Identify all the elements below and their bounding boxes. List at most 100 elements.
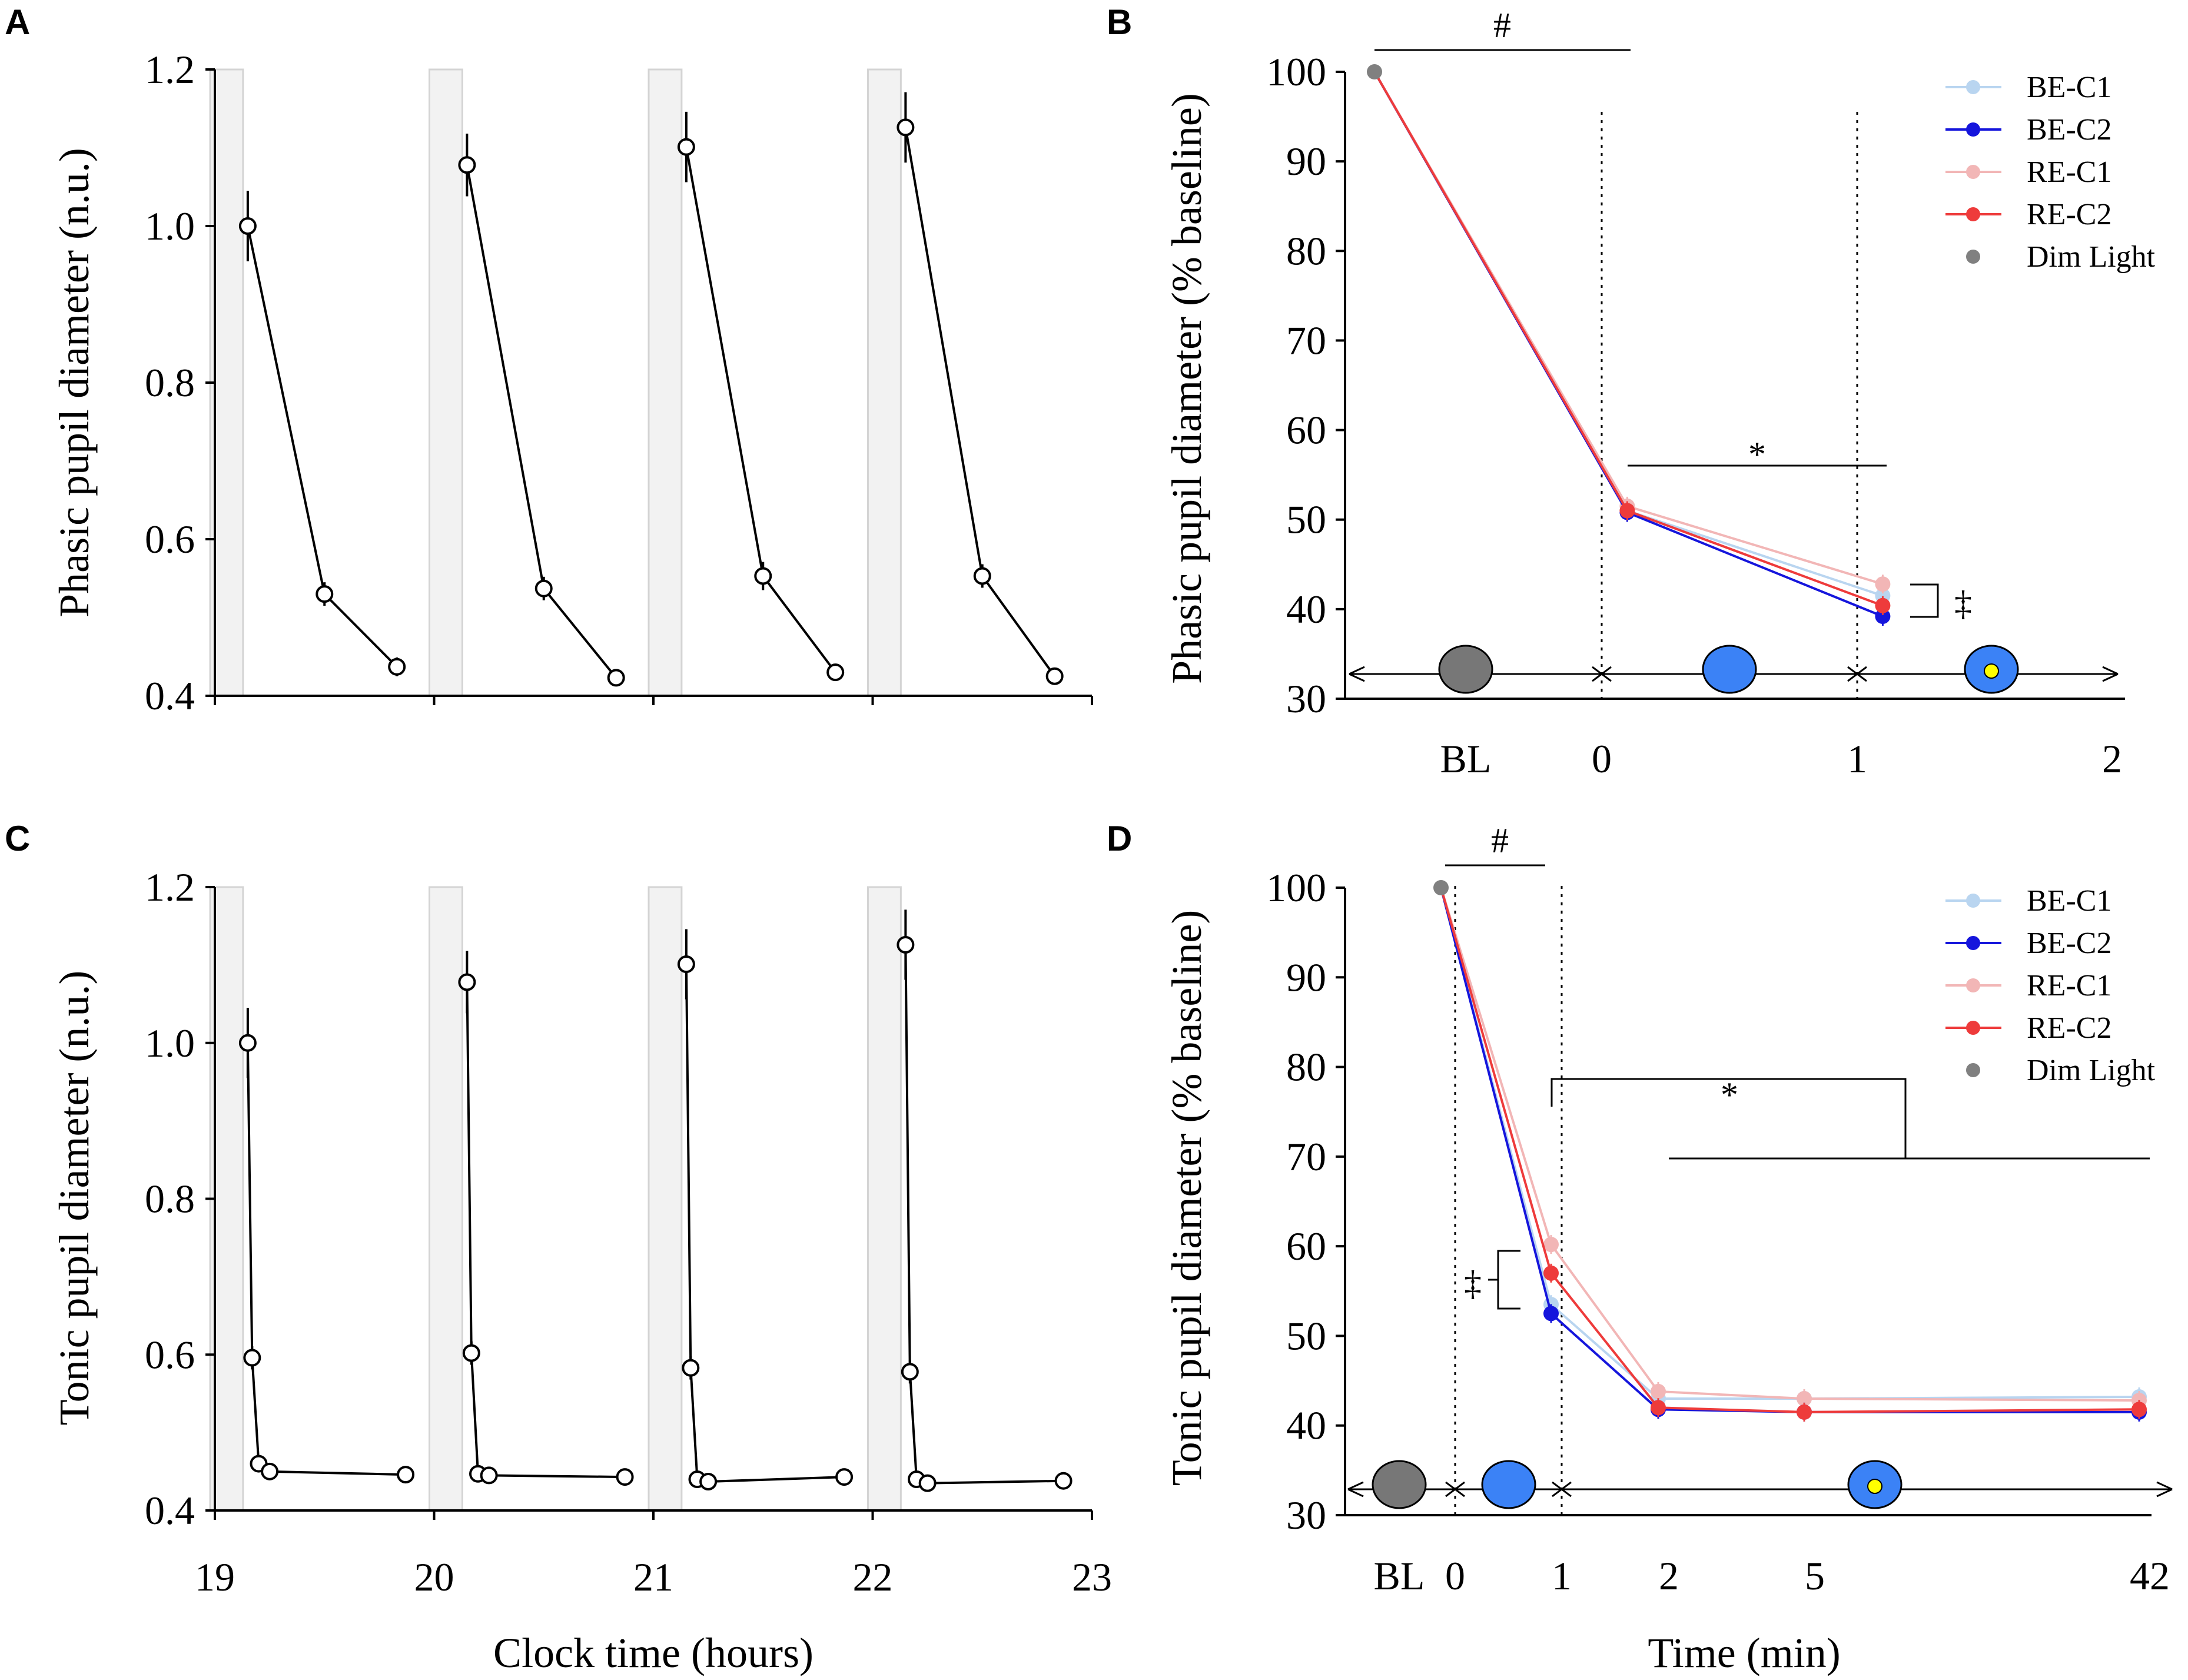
tick-label-bl: BL bbox=[1440, 736, 1492, 781]
light-window-3 bbox=[648, 886, 683, 1512]
sig-star: * bbox=[1721, 1075, 1738, 1114]
y-tick-label-4: 70 bbox=[1286, 1134, 1326, 1179]
data-point-re-c1 bbox=[1797, 1391, 1812, 1407]
data-point bbox=[243, 1349, 261, 1367]
series-line-be-c2 bbox=[1440, 887, 2139, 1413]
arrow-mark-1 bbox=[1552, 1481, 1572, 1498]
tick-label-42: 42 bbox=[2130, 1553, 2170, 1598]
panel-letter-c: C bbox=[5, 819, 30, 858]
data-point bbox=[458, 973, 476, 991]
y-tick-label-3: 1.0 bbox=[145, 1021, 195, 1065]
legend-marker-1 bbox=[1966, 936, 1980, 950]
series-line-re-c1 bbox=[1440, 887, 2140, 1402]
blue-light-icon bbox=[1481, 1460, 1536, 1509]
y-tick-label-0: 30 bbox=[1286, 1493, 1326, 1538]
legend-marker-3 bbox=[1966, 207, 1980, 221]
y-axis-label: Phasic pupil diameter (% baseline) bbox=[1163, 93, 1210, 684]
series bbox=[238, 92, 1064, 687]
y-tick-label-6: 90 bbox=[1286, 139, 1326, 184]
tick-label-2: 2 bbox=[2102, 736, 2122, 781]
arrow-head-right bbox=[2156, 1481, 2173, 1498]
legend-label-0: BE-C1 bbox=[2027, 884, 2111, 918]
y-tick-label-7: 100 bbox=[1266, 49, 1326, 94]
data-point-re-c2 bbox=[1543, 1265, 1559, 1281]
data-point bbox=[973, 567, 991, 585]
data-point bbox=[388, 658, 406, 676]
y-tick-label-2: 0.8 bbox=[145, 1177, 195, 1221]
stimulus-timeline bbox=[1349, 645, 2119, 694]
y-tick-label-3: 60 bbox=[1286, 408, 1326, 453]
data-point-dim-light bbox=[1433, 880, 1449, 895]
data-point-re-c1 bbox=[1543, 1237, 1559, 1253]
y-tick-label-1: 40 bbox=[1286, 587, 1326, 632]
data-point-re-c2 bbox=[2131, 1402, 2147, 1417]
series-line-be-c1 bbox=[1440, 887, 2140, 1400]
y-ticks: 30 40 50 60 70 80 90 100 bbox=[1266, 865, 1345, 1538]
data-point-be-c2 bbox=[1543, 1306, 1559, 1322]
x-tick-label-1: 20 bbox=[414, 1555, 454, 1599]
legend-marker-3 bbox=[1966, 1021, 1980, 1035]
light-window-2 bbox=[429, 886, 463, 1512]
y-axis-label: Phasic pupil diameter (n.u.) bbox=[51, 148, 98, 617]
legend-label-1: BE-C2 bbox=[2027, 113, 2111, 147]
data-point-be-c2 bbox=[1875, 609, 1891, 625]
legend-label-4: Dim Light bbox=[2027, 1054, 2156, 1087]
arrow-mark-0 bbox=[1592, 666, 1612, 682]
panel-c-tonic-chart: 0.4 0.6 0.8 1.0 1.2 19 20 21 22 23 Tonic pupil d… bbox=[51, 865, 1112, 1676]
sig-bar-star-upper bbox=[1550, 1078, 1907, 1158]
data-point-re-c1 bbox=[1651, 1383, 1666, 1399]
legend-marker-4 bbox=[1966, 1063, 1980, 1077]
y-tick-label-2: 50 bbox=[1286, 1313, 1326, 1358]
y-tick-label-2: 0.8 bbox=[145, 360, 195, 405]
light-window-4 bbox=[867, 886, 902, 1512]
tick-label-2: 2 bbox=[1659, 1553, 1679, 1598]
series bbox=[1367, 64, 1891, 626]
light-window-4 bbox=[867, 68, 902, 697]
arrow-mark-0 bbox=[1445, 1481, 1465, 1498]
x-tick-label-4: 23 bbox=[1072, 1555, 1112, 1599]
data-point bbox=[261, 1462, 279, 1480]
y-axis-label: Tonic pupil diameter (% baseline) bbox=[1163, 910, 1210, 1486]
data-point bbox=[677, 138, 695, 156]
y-tick-label-4: 1.2 bbox=[145, 47, 195, 92]
arrow-mark-1 bbox=[1847, 666, 1867, 682]
data-point bbox=[754, 567, 772, 585]
sig-star: * bbox=[1748, 435, 1766, 474]
fixation-dot-icon bbox=[1867, 1479, 1882, 1494]
fixation-dot-icon bbox=[1984, 663, 1999, 679]
tick-label-5: 5 bbox=[1805, 1553, 1825, 1598]
y-ticks: 30 40 50 60 70 80 90 100 bbox=[1266, 49, 1345, 721]
dim-light-icon bbox=[1438, 645, 1493, 694]
x-ticks: 19 20 21 22 23 bbox=[195, 1510, 1112, 1599]
y-ticks: 0.4 0.6 0.8 1.0 1.2 bbox=[145, 47, 215, 718]
data-point-re-c2 bbox=[1797, 1404, 1812, 1420]
legend-label-3: RE-C2 bbox=[2027, 1011, 2111, 1045]
legend-marker-2 bbox=[1966, 165, 1980, 179]
data-point bbox=[1045, 667, 1064, 685]
data-point bbox=[238, 217, 257, 235]
y-tick-label-5: 80 bbox=[1286, 1045, 1326, 1090]
x-tick-label-2: 21 bbox=[633, 1555, 673, 1599]
data-point bbox=[835, 1468, 854, 1486]
panel-letter-a: A bbox=[5, 2, 30, 42]
sig-bracket bbox=[1910, 583, 1939, 618]
sig-bracket bbox=[1488, 1250, 1520, 1310]
y-tick-label-1: 40 bbox=[1286, 1403, 1326, 1448]
y-tick-label-4: 70 bbox=[1286, 318, 1326, 363]
sig-double-dagger: ‡ bbox=[1464, 1264, 1482, 1303]
series-line-2 bbox=[466, 164, 617, 679]
series-line-re-c2 bbox=[1373, 71, 1884, 607]
series bbox=[1433, 880, 2147, 1422]
data-point bbox=[458, 156, 476, 174]
series-line-re-c2 bbox=[1440, 887, 2140, 1413]
y-tick-label-5: 80 bbox=[1286, 228, 1326, 273]
data-point bbox=[238, 1034, 257, 1052]
significance-bars: # * ‡ bbox=[1445, 821, 2150, 1310]
data-point bbox=[397, 1466, 415, 1484]
sig-hash: # bbox=[1491, 821, 1509, 860]
tick-label-0: 0 bbox=[1445, 1553, 1465, 1598]
series-line-1 bbox=[246, 1042, 406, 1476]
legend-label-4: Dim Light bbox=[2027, 240, 2156, 274]
sig-double-dagger: ‡ bbox=[1954, 584, 1972, 623]
